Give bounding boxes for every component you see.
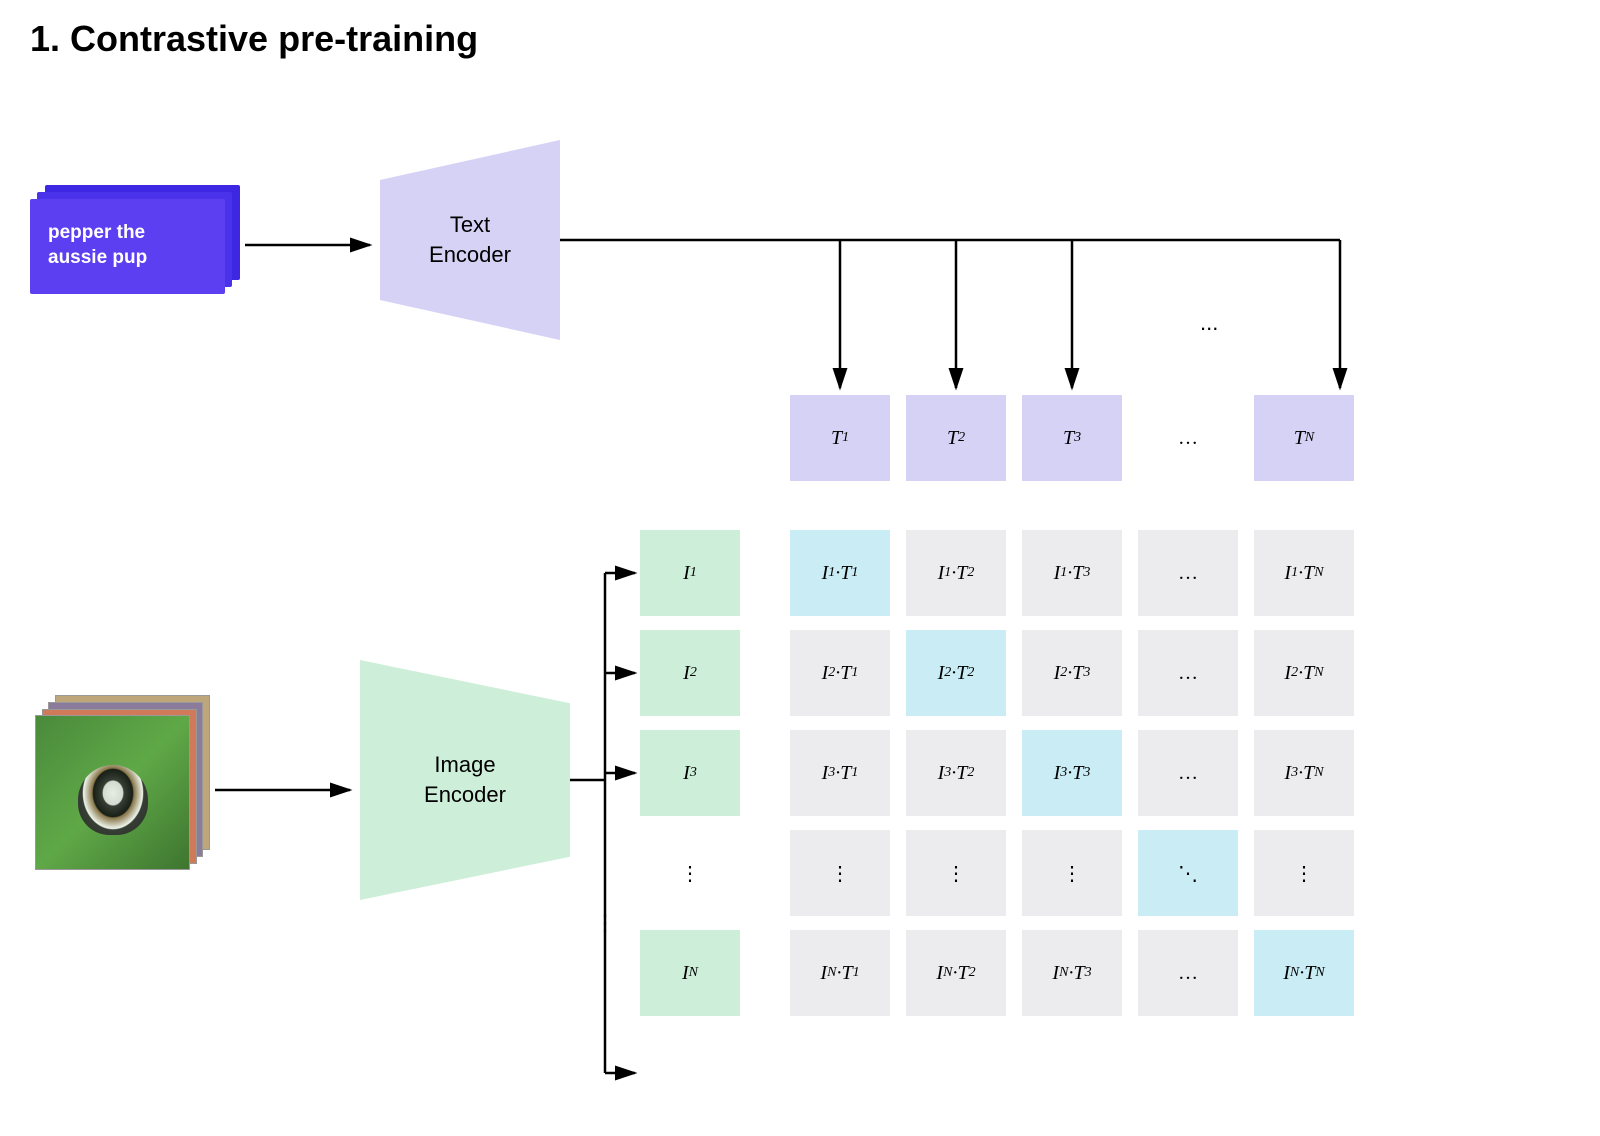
text-card-front: pepper theaussie pup xyxy=(30,199,225,294)
grid-cell-r3-c2: ⋮ xyxy=(1022,830,1122,916)
grid-cell-r1-c4: I2·TN xyxy=(1254,630,1354,716)
grid-cell-r2-c1: I3·T2 xyxy=(906,730,1006,816)
t-header-0: T1 xyxy=(790,395,890,481)
diagram-title: 1. Contrastive pre-training xyxy=(30,18,478,60)
text-encoder-block: TextEncoder xyxy=(380,140,560,340)
grid-cell-r1-c2: I2·T3 xyxy=(1022,630,1122,716)
t-header-3: … xyxy=(1138,395,1238,481)
grid-cell-r2-c3: … xyxy=(1138,730,1238,816)
i-header-4: IN xyxy=(640,930,740,1016)
image-encoder-block: ImageEncoder xyxy=(360,660,570,900)
t-header-4: TN xyxy=(1254,395,1354,481)
grid-cell-r4-c1: IN·T2 xyxy=(906,930,1006,1016)
grid-cell-r0-c0: I1·T1 xyxy=(790,530,890,616)
grid-cell-r0-c1: I1·T2 xyxy=(906,530,1006,616)
i-header-3: ⋮ xyxy=(640,830,740,916)
text-input-stack: pepper theaussie pup xyxy=(30,185,240,300)
grid-cell-r4-c3: … xyxy=(1138,930,1238,1016)
svg-text:⋮: ⋮ xyxy=(594,910,616,935)
grid-cell-r1-c0: I2·T1 xyxy=(790,630,890,716)
image-input-stack xyxy=(35,695,210,870)
grid-cell-r4-c4: IN·TN xyxy=(1254,930,1354,1016)
grid-cell-r2-c2: I3·T3 xyxy=(1022,730,1122,816)
grid-cell-r3-c4: ⋮ xyxy=(1254,830,1354,916)
grid-cell-r4-c2: IN·T3 xyxy=(1022,930,1122,1016)
i-header-0: I1 xyxy=(640,530,740,616)
grid-cell-r2-c0: I3·T1 xyxy=(790,730,890,816)
grid-cell-r3-c0: ⋮ xyxy=(790,830,890,916)
grid-cell-r1-c3: … xyxy=(1138,630,1238,716)
i-header-2: I3 xyxy=(640,730,740,816)
grid-cell-r4-c0: IN·T1 xyxy=(790,930,890,1016)
grid-cell-r1-c1: I2·T2 xyxy=(906,630,1006,716)
top-arrow-ellipsis: ... xyxy=(1200,310,1218,336)
grid-cell-r0-c4: I1·TN xyxy=(1254,530,1354,616)
i-header-1: I2 xyxy=(640,630,740,716)
grid-cell-r3-c1: ⋮ xyxy=(906,830,1006,916)
grid-cell-r0-c3: … xyxy=(1138,530,1238,616)
grid-cell-r2-c4: I3·TN xyxy=(1254,730,1354,816)
image-card-1 xyxy=(35,715,190,870)
grid-cell-r3-c3: ⋱ xyxy=(1138,830,1238,916)
grid-cell-r0-c2: I1·T3 xyxy=(1022,530,1122,616)
t-header-1: T2 xyxy=(906,395,1006,481)
t-header-2: T3 xyxy=(1022,395,1122,481)
